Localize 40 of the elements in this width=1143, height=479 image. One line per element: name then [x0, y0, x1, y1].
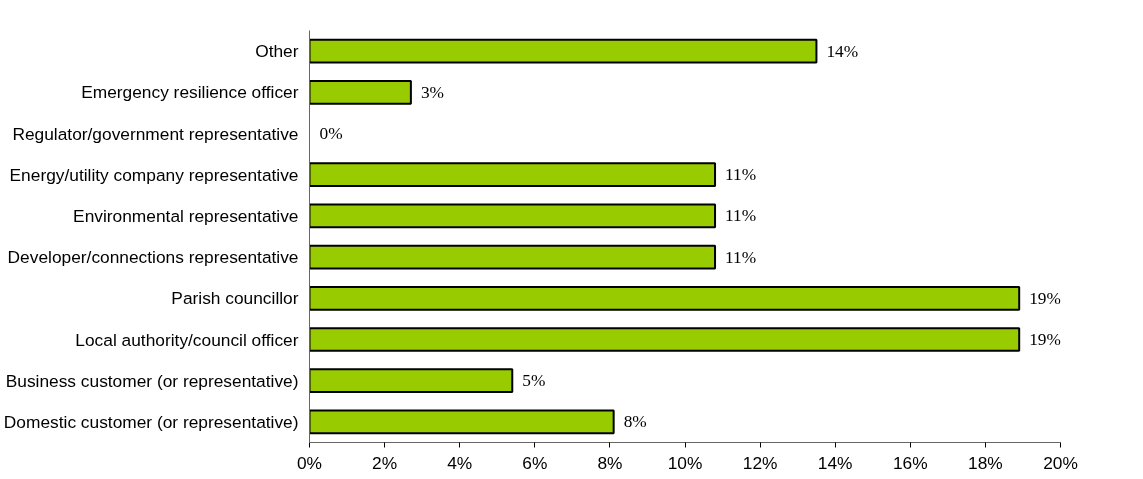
data-label: 8%: [623, 412, 647, 432]
y-tick-label: Developer/connections representative: [7, 247, 299, 268]
x-tick-label: 12%: [742, 452, 778, 473]
x-tick-label: 8%: [597, 452, 623, 473]
bar: [309, 79, 412, 105]
bar: [309, 285, 1021, 311]
data-label: 19%: [1029, 330, 1061, 349]
data-label: 5%: [522, 371, 546, 391]
data-label: 11%: [725, 165, 757, 185]
y-tick-label: Emergency resilience officer: [81, 82, 299, 103]
x-tick-label: 6%: [522, 452, 548, 473]
y-tick-label: Domestic customer (or representative): [3, 411, 299, 432]
y-tick-label: Local authority/council officer: [75, 329, 299, 350]
x-tick-label: 14%: [817, 452, 853, 473]
bar: [309, 162, 717, 188]
x-tick-label: 16%: [892, 452, 928, 473]
data-label: 11%: [725, 206, 757, 226]
bar: [309, 368, 514, 394]
bar: [309, 203, 717, 229]
y-tick-label: Business customer (or representative): [5, 370, 299, 391]
data-label: 0%: [319, 124, 343, 143]
x-tick-label: 2%: [372, 452, 398, 473]
x-tick-label: 10%: [667, 452, 703, 473]
y-tick-label: Energy/utility company representative: [9, 164, 299, 185]
y-tick-label: Other: [255, 41, 299, 62]
x-tick-label: 18%: [968, 452, 1003, 473]
x-tick-label: 0%: [296, 452, 323, 473]
data-label: 11%: [725, 247, 757, 267]
bar: [309, 327, 1021, 352]
bar: [309, 409, 615, 435]
data-label: 3%: [420, 82, 444, 102]
data-label: 19%: [1029, 288, 1061, 308]
y-tick-label: Regulator/government representative: [12, 123, 299, 144]
y-tick-label: Parish councillor: [171, 288, 299, 309]
data-label: 14%: [826, 41, 859, 61]
y-tick-label: Environmental representative: [73, 205, 299, 226]
bar: [309, 38, 818, 64]
x-tick-label: 4%: [447, 452, 473, 473]
x-tick-label: 20%: [1043, 452, 1078, 473]
bar: [309, 244, 717, 270]
